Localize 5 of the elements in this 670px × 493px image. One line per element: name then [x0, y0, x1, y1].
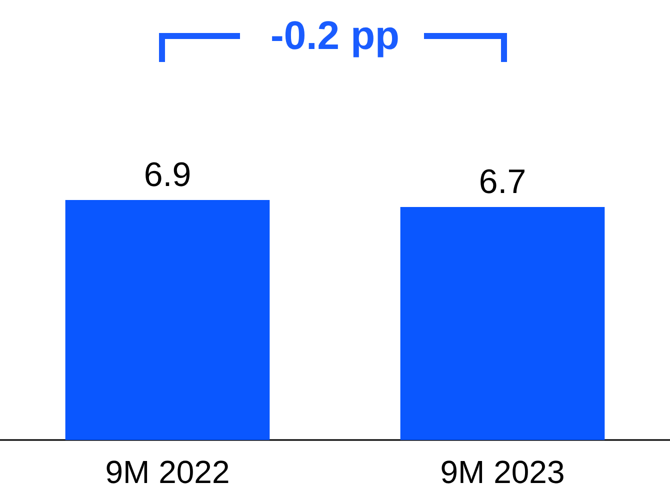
data-label: 6.9	[144, 156, 192, 194]
x-tick-label: 9M 2022	[105, 454, 230, 490]
text: -0.2 pp	[270, 13, 400, 60]
data-label: 6.7	[478, 162, 526, 201]
x-tick-label: 9M 2023	[440, 454, 565, 490]
